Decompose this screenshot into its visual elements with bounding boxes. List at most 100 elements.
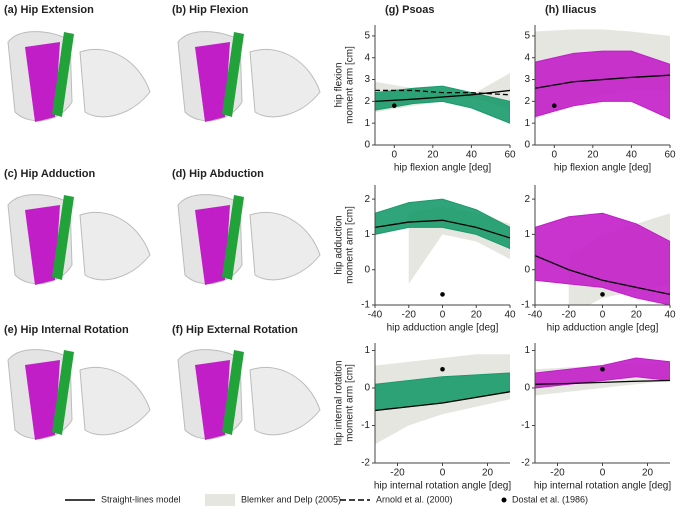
x-axis-label: hip flexion angle [deg] <box>554 163 652 174</box>
x-tick-label: 40 <box>466 150 478 161</box>
legend-label: Arnold et al. (2000) <box>376 494 453 504</box>
y-tick-label: 3 <box>524 74 530 85</box>
x-tick-label: 20 <box>587 150 599 161</box>
y-tick-label: 1 <box>364 118 370 129</box>
fiber-band <box>375 85 510 124</box>
dostal-point <box>391 103 397 109</box>
y-tick-label: 4 <box>364 52 370 63</box>
model-line <box>535 74 670 89</box>
legend-label: Dostal et al. (1986) <box>512 494 588 504</box>
dostal-point <box>440 366 445 372</box>
x-axis-label: hip adduction angle [deg] <box>547 323 659 334</box>
anatomy-image <box>177 31 321 123</box>
legend-symbol <box>205 494 235 506</box>
y-tick-label: 1 <box>364 345 370 356</box>
x-tick-label: 20 <box>427 150 439 161</box>
y-tick-label: 0 <box>364 140 370 151</box>
y-tick-label: 2 <box>524 96 530 107</box>
x-tick-label: 20 <box>482 468 494 479</box>
x-tick-label: -20 <box>402 310 417 321</box>
x-tick-label: 40 <box>626 150 638 161</box>
fiber-band <box>535 50 670 120</box>
x-tick-label: 60 <box>504 150 516 161</box>
model-line <box>535 379 670 385</box>
anatomy-image <box>177 194 321 286</box>
y-axis-label: moment arm [cm] <box>345 46 356 124</box>
y-tick-label: 2 <box>524 194 530 205</box>
fiber-band <box>535 212 670 305</box>
column-title: (h) Iliacus <box>545 4 596 16</box>
x-tick-label: 0 <box>392 150 398 161</box>
x-tick-label: 0 <box>440 468 446 479</box>
x-axis-label: hip internal rotation angle [deg] <box>534 481 672 492</box>
anatomy-image <box>177 349 321 441</box>
y-tick-label: 1 <box>524 118 530 129</box>
plot-area <box>375 198 510 297</box>
plot-area <box>375 73 510 124</box>
y-tick-label: 1 <box>524 345 530 356</box>
panel-label: (e) Hip Internal Rotation <box>4 324 129 336</box>
y-axis-label: hip flexion <box>334 62 345 107</box>
y-tick-label: 2 <box>364 194 370 205</box>
panel-label: (d) Hip Abduction <box>172 168 264 180</box>
x-tick-label: 0 <box>552 150 558 161</box>
model-line <box>375 219 510 239</box>
y-tick-label: 5 <box>524 31 530 42</box>
panel-label: (f) Hip External Rotation <box>172 324 298 336</box>
x-tick-label: -20 <box>562 310 577 321</box>
panel-label: (c) Hip Adduction <box>4 168 96 180</box>
legend-label: Straight-lines model <box>101 494 181 504</box>
x-tick-label: 20 <box>631 310 643 321</box>
y-tick-label: -1 <box>521 420 530 431</box>
y-axis-label: moment arm [cm] <box>345 364 356 442</box>
y-axis-label: hip adduction <box>334 215 345 275</box>
x-tick-label: 20 <box>642 468 654 479</box>
y-tick-label: 0 <box>524 140 530 151</box>
y-tick-label: -2 <box>361 458 370 469</box>
chart: 0 1 2 3 4 5 0 20 40 60 hip flexion angle [deg] hip … <box>334 25 516 174</box>
anatomy-image <box>7 194 151 286</box>
y-tick-label: 3 <box>364 74 370 85</box>
x-tick-label: 60 <box>664 150 676 161</box>
anatomy-panels <box>7 31 321 441</box>
x-axis-label: hip flexion angle [deg] <box>394 163 492 174</box>
plot-area <box>535 212 670 305</box>
y-tick-label: -2 <box>521 458 530 469</box>
x-tick-label: 20 <box>471 310 483 321</box>
x-axis-label: hip adduction angle [deg] <box>387 323 499 334</box>
model-line <box>535 254 670 296</box>
y-tick-label: -1 <box>361 420 370 431</box>
y-tick-label: 1 <box>524 229 530 240</box>
x-tick-label: 0 <box>440 310 446 321</box>
model-line <box>375 89 510 103</box>
x-tick-label: 40 <box>664 310 676 321</box>
x-tick-label: -40 <box>368 310 383 321</box>
dostal-point <box>600 292 605 297</box>
y-tick-label: 1 <box>364 229 370 240</box>
dostal-point <box>600 366 605 372</box>
chart: -1 0 1 2 -40 -20 0 20 40 hip adduction angle [deg… <box>521 185 676 334</box>
y-tick-label: -1 <box>521 300 530 311</box>
x-tick-label: 0 <box>600 310 606 321</box>
panel-label: (b) Hip Flexion <box>172 4 249 16</box>
model-line <box>375 391 510 412</box>
y-axis-label: moment arm [cm] <box>345 206 356 284</box>
dostal-point <box>551 103 557 109</box>
y-tick-label: 0 <box>364 383 370 394</box>
x-tick-label: -20 <box>550 468 565 479</box>
chart: 0 1 2 3 4 5 0 20 40 60 hip flexion angle [deg] <box>524 25 676 174</box>
dostal-point <box>440 292 445 297</box>
x-tick-label: 0 <box>600 468 606 479</box>
legend-symbol <box>501 497 507 503</box>
anatomy-image <box>7 31 151 123</box>
plot-area <box>375 354 510 445</box>
y-tick-label: 2 <box>364 96 370 107</box>
y-tick-label: 0 <box>524 264 530 275</box>
arnold-line <box>375 89 510 96</box>
x-tick-label: 40 <box>504 310 516 321</box>
chart: -1 0 1 2 -40 -20 0 20 40 hip adduction angle [deg… <box>334 185 516 334</box>
y-axis-label: hip internal rotation <box>334 360 345 445</box>
chart: -2 -1 0 1 -20 0 20 hip internal rotation angle … <box>521 343 671 492</box>
x-tick-label: -40 <box>528 310 543 321</box>
